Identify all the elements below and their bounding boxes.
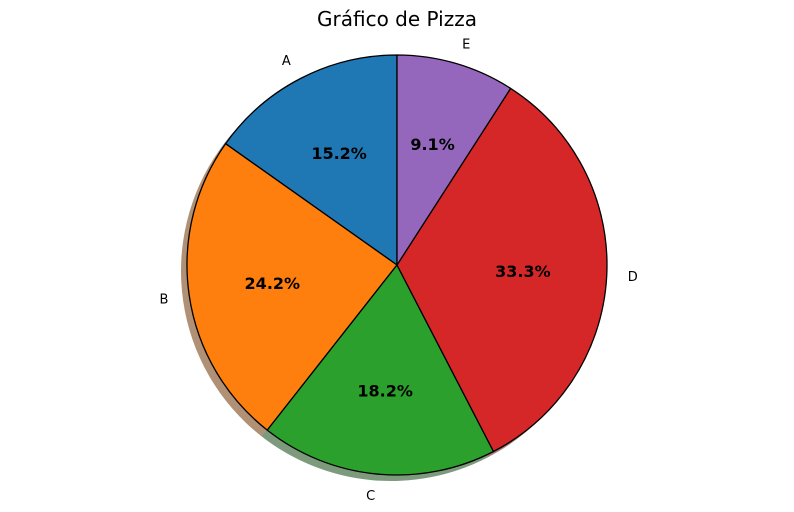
slice-label-b: B: [159, 292, 168, 307]
slice-label-d: D: [628, 270, 638, 285]
slice-d: [396, 87, 608, 453]
percent-label-d: 33.3%: [495, 262, 551, 281]
percent-label-c: 18.2%: [357, 381, 413, 400]
pie-labels: A 15.2% B 24.2% C 18.2% D 33.3% E 9.1%: [159, 37, 637, 504]
pie-slices: [186, 54, 608, 476]
slice-a: [224, 54, 398, 266]
slice-label-c: C: [366, 489, 375, 504]
chart-title: Gráfico de Pizza: [317, 7, 477, 31]
percent-label-e: 9.1%: [410, 135, 454, 154]
slice-e: [396, 54, 512, 266]
percent-label-b: 24.2%: [245, 274, 301, 293]
percent-label-a: 15.2%: [311, 144, 367, 163]
slice-label-a: A: [282, 54, 291, 69]
slice-c: [266, 264, 495, 476]
slice-b: [186, 143, 398, 431]
slice-label-e: E: [462, 37, 470, 52]
